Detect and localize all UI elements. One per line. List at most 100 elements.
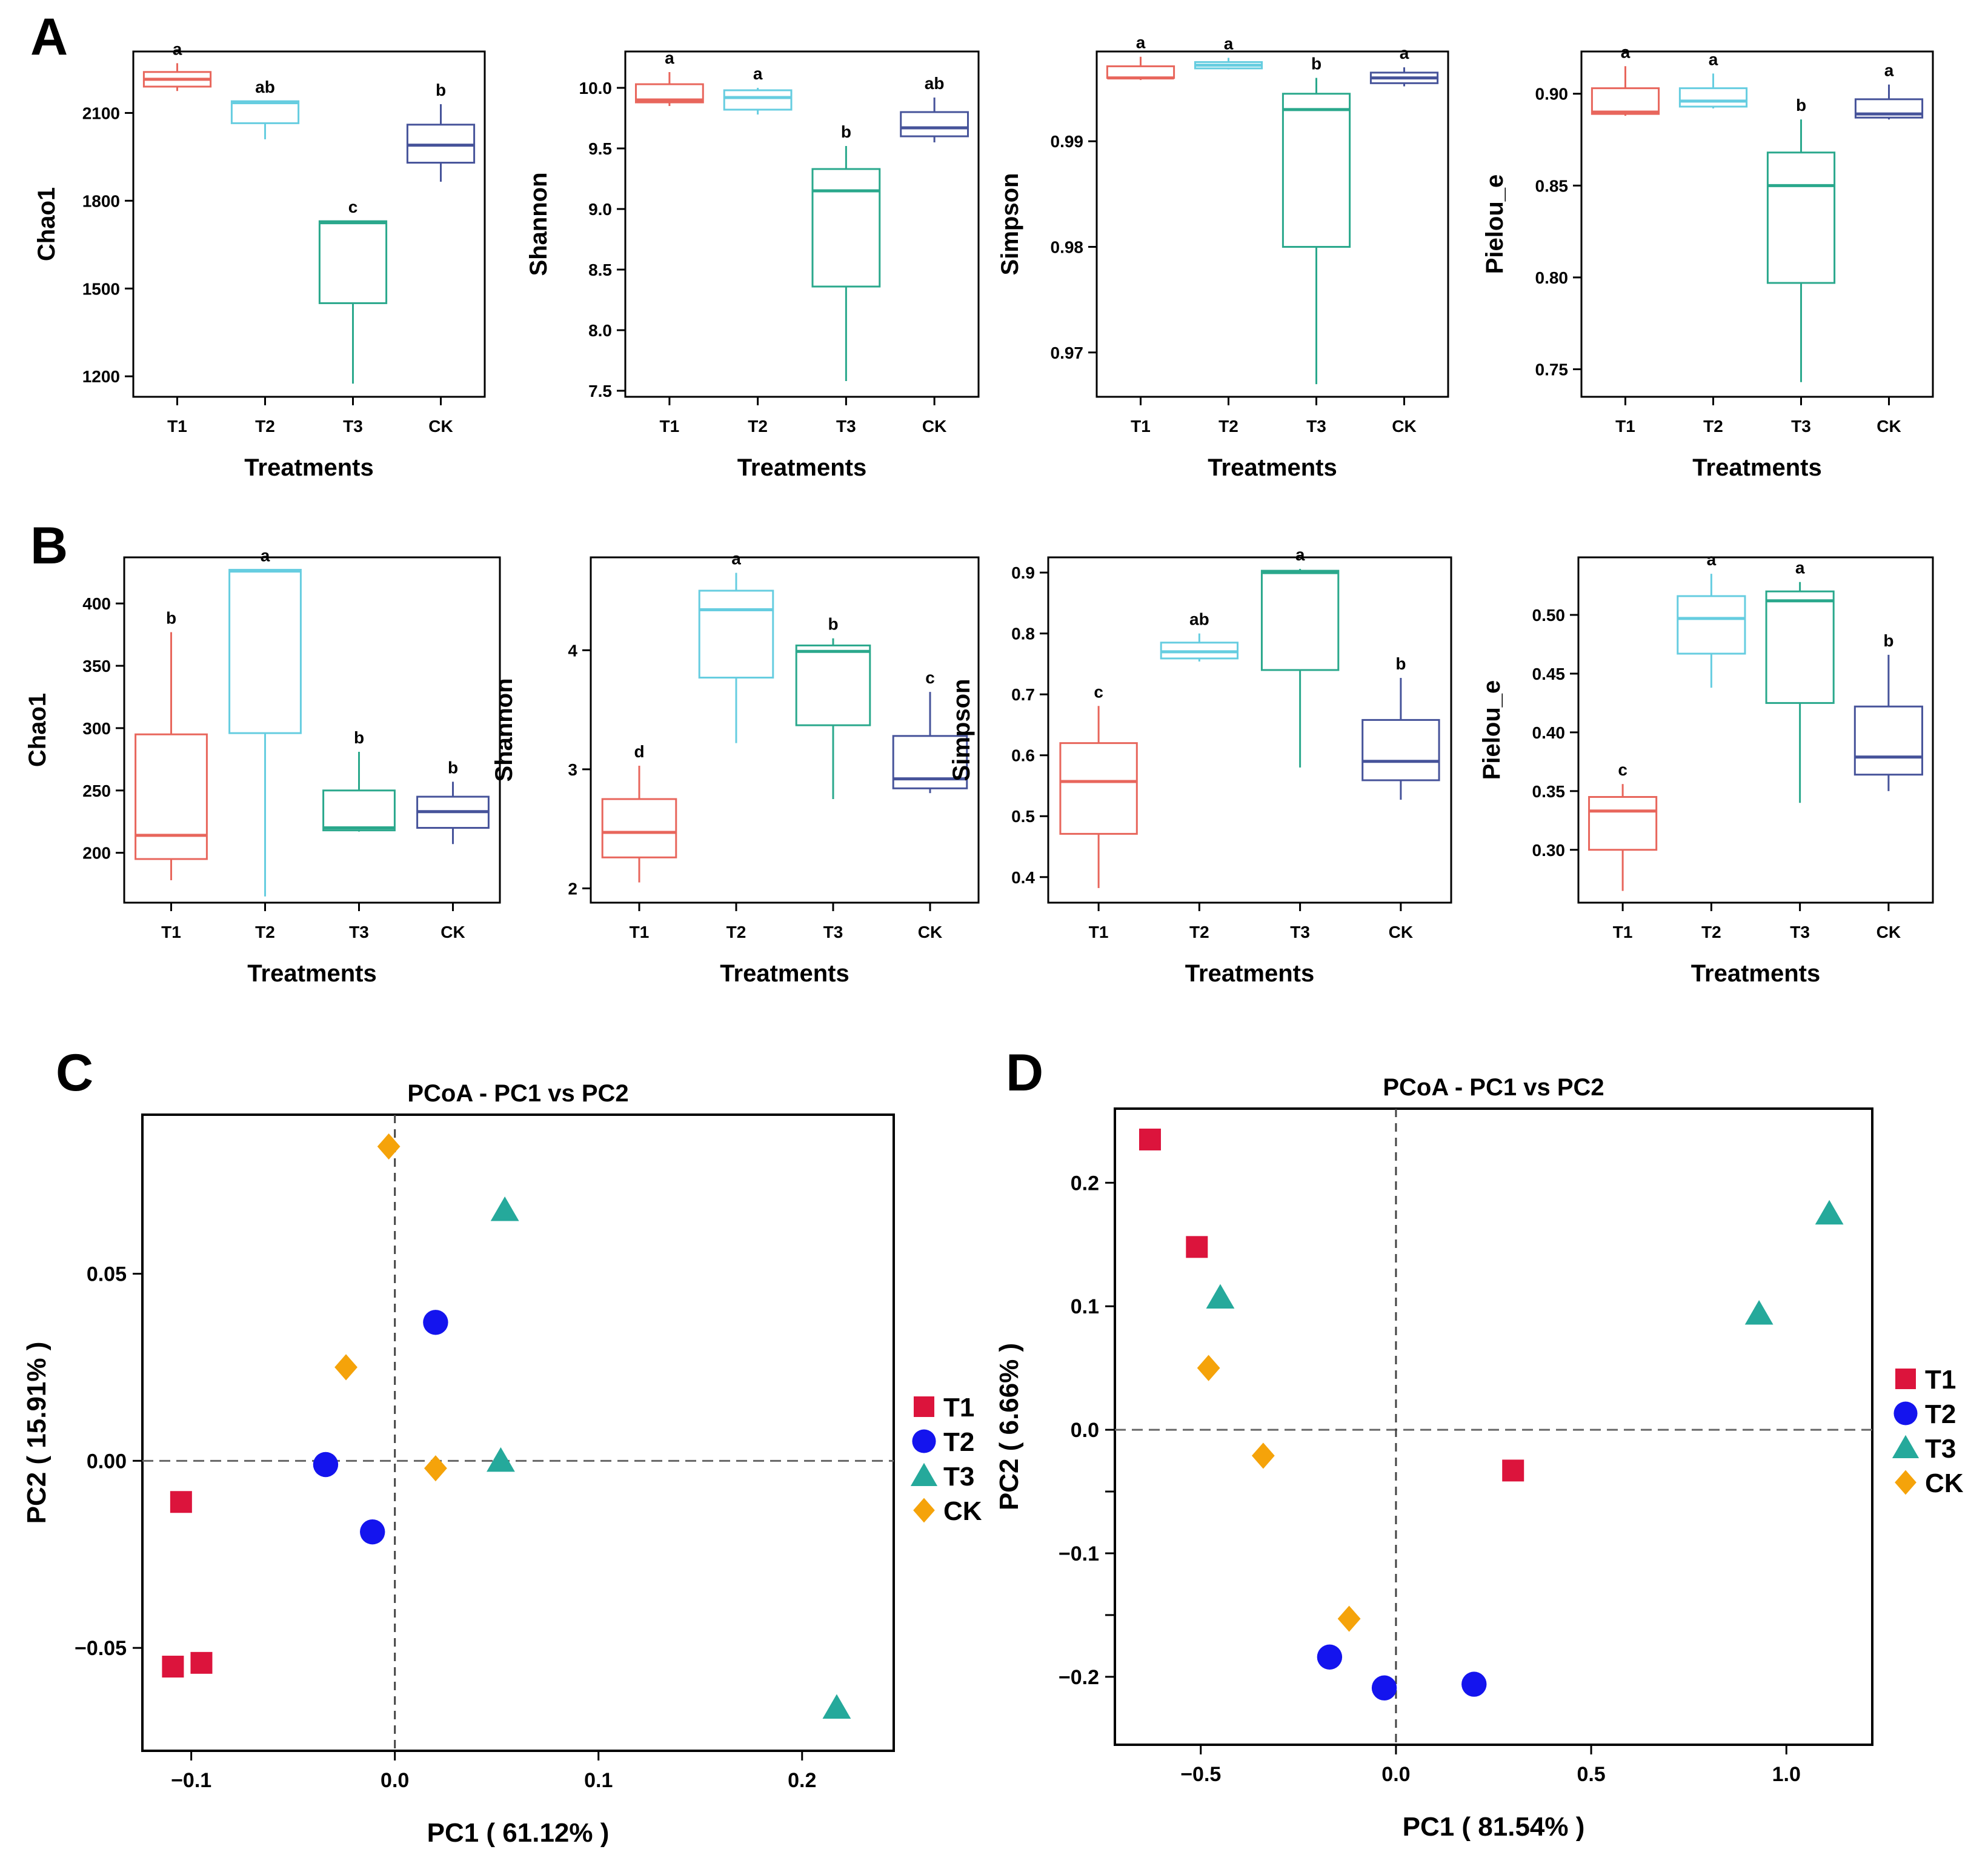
x-axis-title: Treatments xyxy=(1208,454,1337,481)
y-tick-label: 2 xyxy=(568,879,577,898)
x-tick-label: 0.2 xyxy=(788,1769,816,1792)
x-axis-title: Treatments xyxy=(737,454,866,481)
x-tick-label: 0.0 xyxy=(1381,1763,1410,1786)
y-tick-label: 2100 xyxy=(82,104,120,122)
y-tick-label: 10.0 xyxy=(579,79,613,98)
y-tick-label: 4 xyxy=(568,641,577,660)
y-tick-label: 9.5 xyxy=(588,139,612,158)
box-t3 xyxy=(318,220,388,304)
y-tick-label: 0.90 xyxy=(1535,85,1569,104)
x-axis-title: PC1 ( 81.54% ) xyxy=(1403,1812,1585,1842)
significance-letter: b xyxy=(354,728,364,747)
y-tick-label: 3 xyxy=(568,760,577,779)
box-t1 xyxy=(1059,742,1138,835)
x-tick-label: T3 xyxy=(1290,923,1310,941)
plot-frame xyxy=(1577,556,1934,904)
plot-frame xyxy=(1095,50,1449,398)
point-ck xyxy=(377,1133,401,1160)
significance-letter: a xyxy=(1621,42,1631,61)
x-tick-label: CK xyxy=(440,923,465,941)
significance-letter: a xyxy=(173,39,182,58)
y-axis-title: Chao1 xyxy=(24,693,51,767)
point-t2 xyxy=(1461,1671,1487,1697)
legend-label-t3: T3 xyxy=(943,1462,974,1492)
y-tick-label: −0.1 xyxy=(1059,1542,1099,1565)
x-axis-title: PC1 ( 61.12% ) xyxy=(427,1818,610,1848)
y-tick-label: 200 xyxy=(82,844,111,863)
box-chart-0: 1200 1500 1800 2100 T1 a T2 ab T3 c CK b Treatments C… xyxy=(33,39,486,481)
significance-letter: b xyxy=(1311,55,1321,73)
box-t2 xyxy=(698,589,774,679)
x-tick-label: T2 xyxy=(748,417,768,436)
x-tick-label: 0.0 xyxy=(381,1769,409,1792)
panel-label-a: A xyxy=(30,8,68,66)
y-tick-label: 0.6 xyxy=(1011,746,1035,765)
x-tick-label: T1 xyxy=(161,923,181,941)
x-tick-label: T1 xyxy=(1613,923,1633,941)
x-axis-title: Treatments xyxy=(1692,454,1821,481)
x-tick-label: CK xyxy=(922,417,946,436)
box-chart-3: 0.75 0.80 0.85 0.90 T1 a T2 a T3 b CK a Treatments Pi… xyxy=(1481,42,1934,481)
x-tick-label: T3 xyxy=(836,417,856,436)
y-tick-label: 0.97 xyxy=(1051,343,1084,362)
significance-letter: a xyxy=(1136,33,1146,52)
x-tick-label: T2 xyxy=(1189,923,1209,941)
x-tick-label: 0.1 xyxy=(584,1769,613,1792)
significance-letter: b xyxy=(1883,631,1893,650)
x-tick-label: CK xyxy=(1877,923,1901,941)
legend-label-t1: T1 xyxy=(1925,1365,1956,1395)
y-tick-label: 0.1 xyxy=(1071,1295,1099,1318)
y-tick-label: 0.00 xyxy=(87,1450,127,1473)
chart-title: PCoA - PC1 vs PC2 xyxy=(1383,1074,1604,1101)
plot-frame xyxy=(1580,50,1934,398)
pcoa-chart-d: −0.5 0.0 0.5 1.0 −0.2 −0.1 0.0 0.1 0.2 PCoA - PC1… xyxy=(994,1074,1964,1842)
point-t2 xyxy=(360,1519,385,1545)
legend-label-ck: CK xyxy=(943,1496,982,1526)
x-tick-label: T1 xyxy=(1615,417,1635,436)
box-t2 xyxy=(228,569,302,734)
x-tick-label: CK xyxy=(1877,417,1901,436)
x-axis-title: Treatments xyxy=(1691,960,1820,987)
legend-marker-t1 xyxy=(1895,1369,1916,1389)
point-t3 xyxy=(490,1196,519,1221)
point-t3 xyxy=(1206,1284,1235,1309)
y-tick-label: 0.99 xyxy=(1051,132,1084,151)
x-tick-label: T3 xyxy=(343,417,363,436)
panel-label-c: C xyxy=(56,1044,93,1102)
y-tick-label: 0.7 xyxy=(1011,685,1035,704)
box-t2 xyxy=(230,100,300,124)
x-tick-label: T1 xyxy=(1089,923,1109,941)
chart-title: PCoA - PC1 vs PC2 xyxy=(407,1080,628,1107)
x-tick-label: −0.1 xyxy=(171,1769,211,1792)
charts-layer: 1200150018002100T1aT2abT3cCKbTreatmentsC… xyxy=(22,33,1964,1848)
y-tick-label: 400 xyxy=(82,594,111,613)
panel-label-d: D xyxy=(1006,1044,1043,1102)
box-t3 xyxy=(1765,590,1835,704)
plot-frame xyxy=(1047,556,1452,904)
x-tick-label: T1 xyxy=(630,923,650,941)
x-tick-label: CK xyxy=(1392,417,1416,436)
y-tick-label: −0.2 xyxy=(1059,1666,1099,1689)
y-tick-label: 0.30 xyxy=(1532,841,1566,860)
y-tick-label: 350 xyxy=(82,657,111,675)
x-tick-label: T3 xyxy=(349,923,369,941)
box-t1 xyxy=(1588,796,1658,851)
point-t2 xyxy=(1371,1675,1397,1701)
legend-label-ck: CK xyxy=(1925,1468,1964,1498)
x-tick-label: T3 xyxy=(1791,417,1811,436)
y-axis-title: Simpson xyxy=(948,679,975,781)
y-tick-label: 0.0 xyxy=(1071,1419,1099,1442)
box-t2 xyxy=(1677,595,1746,655)
y-tick-label: 0.2 xyxy=(1071,1172,1099,1195)
y-tick-label: 7.5 xyxy=(588,382,612,400)
point-ck xyxy=(1337,1605,1361,1632)
y-axis-title: Pielou_e xyxy=(1478,680,1505,780)
x-axis-title: Treatments xyxy=(720,960,849,987)
x-tick-label: −0.5 xyxy=(1180,1763,1221,1786)
plot-frame xyxy=(1114,1107,1873,1746)
y-axis-title: Shannon xyxy=(491,678,517,781)
y-tick-label: 0.40 xyxy=(1532,723,1566,742)
significance-letter: b xyxy=(1395,654,1406,673)
x-tick-label: 0.5 xyxy=(1577,1763,1605,1786)
y-tick-label: 0.9 xyxy=(1011,563,1035,582)
